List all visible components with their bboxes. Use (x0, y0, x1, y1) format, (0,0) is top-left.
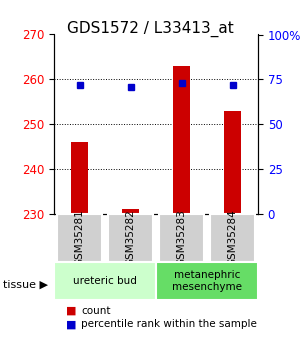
Text: ■: ■ (66, 319, 76, 329)
FancyBboxPatch shape (56, 214, 103, 262)
FancyBboxPatch shape (159, 214, 205, 262)
Text: GDS1572 / L33413_at: GDS1572 / L33413_at (67, 21, 233, 37)
FancyBboxPatch shape (210, 214, 256, 262)
Bar (122, 209, 140, 214)
FancyBboxPatch shape (54, 262, 156, 300)
FancyBboxPatch shape (108, 214, 154, 262)
Bar (172, 66, 190, 214)
Text: ureteric bud: ureteric bud (73, 276, 137, 286)
Text: GSM35283: GSM35283 (176, 210, 187, 266)
FancyBboxPatch shape (156, 262, 258, 300)
Text: GSM35281: GSM35281 (74, 210, 85, 266)
Bar (70, 142, 88, 214)
Text: percentile rank within the sample: percentile rank within the sample (81, 319, 257, 329)
Text: ■: ■ (66, 306, 76, 315)
Text: metanephric
mesenchyme: metanephric mesenchyme (172, 270, 242, 292)
Text: count: count (81, 306, 110, 315)
Text: GSM35282: GSM35282 (125, 210, 136, 266)
Text: tissue ▶: tissue ▶ (3, 280, 48, 289)
Bar (224, 111, 242, 214)
Text: GSM35284: GSM35284 (227, 210, 238, 266)
